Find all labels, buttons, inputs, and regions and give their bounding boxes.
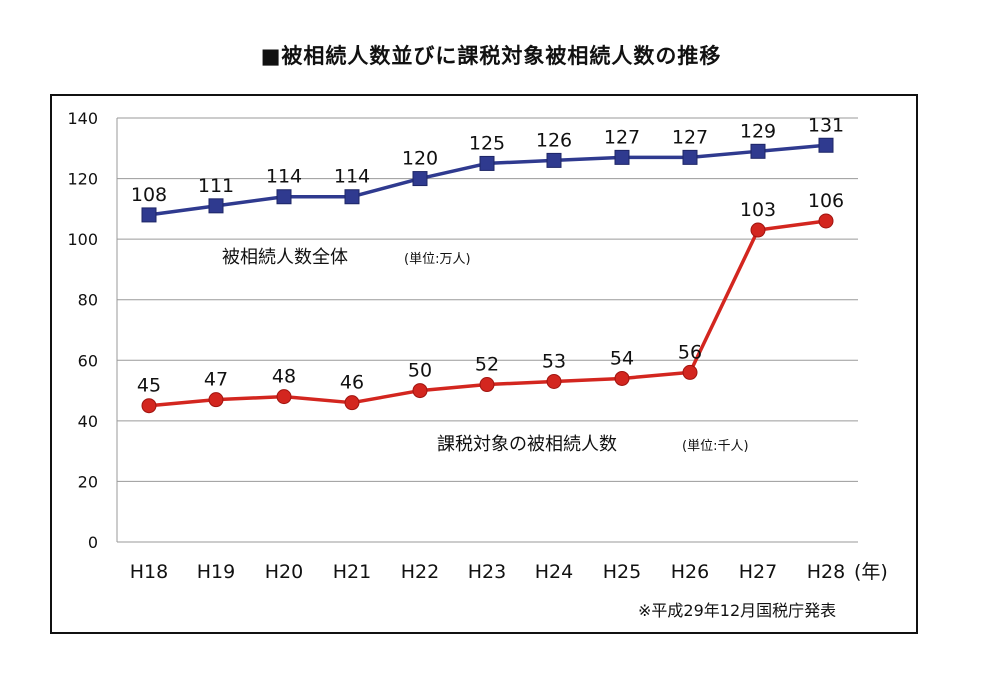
- x-tick-label: H28: [807, 561, 845, 583]
- series-group: 108 111 114 114 120 125 126 127 127 129 131 45 47 48 4…: [131, 114, 844, 414]
- series1-unit: (単位:万人): [404, 251, 471, 267]
- series2-data-label: 47: [204, 369, 228, 391]
- series1-data-label: 127: [672, 126, 708, 148]
- series2-data-label: 50: [408, 360, 432, 382]
- series2-point: [546, 373, 562, 389]
- series1-data-label: 114: [334, 166, 370, 188]
- series2-point: [344, 395, 360, 411]
- series1-point: [479, 155, 495, 171]
- chart-frame: [50, 94, 918, 634]
- series1-data-label: 127: [604, 126, 640, 148]
- y-axis-ticks: 0 20 40 60 80 100 120 140: [67, 109, 98, 552]
- series2-data-label: 46: [340, 372, 364, 394]
- series1-data-label: 125: [469, 132, 505, 154]
- series1-point: [614, 149, 630, 165]
- series2-data-label: 56: [678, 341, 702, 363]
- series2-point: [412, 383, 428, 399]
- series1-point: [141, 207, 157, 223]
- series1-point: [208, 198, 224, 214]
- x-tick-label: H26: [671, 561, 709, 583]
- series2-point: [750, 222, 766, 238]
- series1-data-label: 129: [740, 120, 776, 142]
- x-tick-label: H20: [265, 561, 303, 583]
- chart-title: ■被相続人数並びに課税対象被相続人数の推移: [260, 44, 722, 68]
- series2-point: [682, 364, 698, 380]
- series2-data-label: 45: [137, 375, 161, 397]
- series1-data-label: 120: [402, 148, 438, 170]
- series1-point: [412, 171, 428, 187]
- series1-point: [750, 143, 766, 159]
- x-tick-label: H24: [535, 561, 573, 583]
- series1-data-label: 131: [808, 114, 844, 136]
- series1-point: [546, 152, 562, 168]
- y-tick-label: 120: [67, 170, 98, 189]
- series2-point: [614, 370, 630, 386]
- x-axis-ticks: H18 H19 H20 H21 H22 H23 H24 H25 H26 H27 H28: [130, 561, 845, 583]
- series1-data-label: 126: [536, 129, 572, 151]
- series1-data-label: 108: [131, 184, 167, 206]
- source-note: ※平成29年12月国税庁発表: [638, 601, 837, 620]
- series1-point: [276, 189, 292, 205]
- series1-point: [818, 137, 834, 153]
- series2-unit: (単位:千人): [682, 438, 749, 454]
- series2-data-label: 106: [808, 190, 844, 212]
- y-tick-label: 0: [88, 533, 98, 552]
- x-unit-label: (年): [854, 561, 888, 583]
- series2-data-label: 103: [740, 199, 776, 221]
- y-tick-label: 100: [67, 230, 98, 249]
- y-tick-label: 40: [78, 412, 98, 431]
- x-tick-label: H21: [333, 561, 371, 583]
- series2-data-label: 48: [272, 366, 296, 388]
- y-tick-label: 20: [78, 472, 98, 491]
- gridlines: [116, 117, 858, 543]
- x-tick-label: H23: [468, 561, 506, 583]
- y-tick-label: 140: [67, 109, 98, 128]
- x-tick-label: H22: [401, 561, 439, 583]
- series2-data-label: 52: [475, 354, 499, 376]
- series1-data-label: 111: [198, 175, 234, 197]
- y-tick-label: 60: [78, 351, 98, 370]
- series2-point: [276, 389, 292, 405]
- series2-point: [141, 398, 157, 414]
- series2-label: 課税対象の被相続人数: [437, 434, 617, 455]
- series1-line: [148, 143, 827, 217]
- series2-point: [479, 377, 495, 393]
- x-tick-label: H25: [603, 561, 641, 583]
- series2-data-label: 54: [610, 347, 634, 369]
- series1-point: [344, 189, 360, 205]
- series2-point: [818, 213, 834, 229]
- y-tick-label: 80: [78, 291, 98, 310]
- series1-data-label: 114: [266, 166, 302, 188]
- x-tick-label: H19: [197, 561, 235, 583]
- series1-label: 被相続人数全体: [222, 247, 348, 268]
- series1-point: [682, 149, 698, 165]
- series2-data-label: 53: [542, 350, 566, 372]
- x-tick-label: H27: [739, 561, 777, 583]
- x-tick-label: H18: [130, 561, 168, 583]
- series-labels: 被相続人数全体 (単位:万人) 課税対象の被相続人数 (単位:千人): [222, 247, 749, 455]
- series2-point: [208, 392, 224, 408]
